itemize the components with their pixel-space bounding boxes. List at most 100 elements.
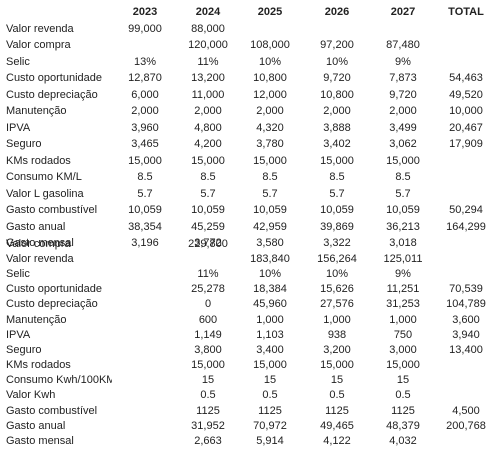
row-label: Consumo KM/L — [6, 171, 82, 184]
cell: 3,000 — [389, 343, 417, 356]
cell — [112, 236, 178, 251]
cell: 1125 — [258, 404, 282, 417]
cell — [178, 251, 238, 266]
cell: 0.5 — [200, 389, 216, 402]
cell: 125,011 — [383, 252, 423, 265]
cell: 3,200 — [323, 343, 351, 356]
cell: 2,000 — [389, 105, 417, 118]
cell: 8.5 — [200, 171, 216, 184]
cell: 156,264 — [317, 252, 357, 265]
car-table: 2023 2024 2025 2026 2027 TOTAL Valor revenda 9… — [2, 4, 498, 252]
cell: 9,720 — [389, 88, 417, 101]
cell: 10,800 — [253, 72, 287, 85]
cell: 8.5 — [262, 171, 278, 184]
cell: 3,018 — [389, 237, 417, 250]
cell: 18,384 — [253, 283, 287, 296]
cell: 1,149 — [194, 328, 222, 341]
cell: 10,059 — [128, 204, 162, 217]
table-row: Custo oportunidade 12,870 13,200 10,800 9,72… — [2, 70, 498, 87]
cell — [372, 21, 434, 38]
table-row: Valor revenda 183,840 156,264 125,011 — [2, 251, 498, 266]
cell: 10,059 — [253, 204, 287, 217]
table-row: Consumo Kwh/100KM 15 15 15 15 — [2, 373, 498, 388]
cell: 15,000 — [191, 359, 225, 372]
table-row: Selic 11% 10% 10% 9% — [2, 266, 498, 281]
cell: 48,379 — [386, 419, 420, 432]
cell: 11,000 — [191, 88, 225, 101]
cell: 50,294 — [449, 204, 483, 217]
cell: 9,720 — [323, 72, 351, 85]
table-row: Consumo KM/L 8.5 8.5 8.5 8.5 8.5 — [2, 169, 498, 186]
cell: 11,251 — [386, 283, 420, 296]
row-label: Seguro — [6, 138, 42, 151]
cell — [434, 373, 498, 388]
cell: 99,000 — [128, 22, 162, 35]
cell: 87,480 — [386, 39, 420, 52]
cell: 8.5 — [137, 171, 153, 184]
cell: 2,000 — [194, 105, 222, 118]
column-header: 2027 — [390, 6, 416, 19]
cell: 20,467 — [449, 121, 483, 134]
cell: 6,000 — [131, 88, 159, 101]
cell: 15,626 — [320, 283, 354, 296]
cell: 3,780 — [256, 138, 284, 151]
cell: 4,800 — [194, 121, 222, 134]
row-label: Gasto mensal — [6, 435, 74, 448]
cell: 3,062 — [389, 138, 417, 151]
cell — [112, 297, 178, 312]
row-label: Gasto combustível — [6, 404, 98, 417]
table-row: Valor revenda 99,000 88,000 — [2, 21, 498, 38]
table-row: Custo oportunidade 25,278 18,384 15,626 11,2… — [2, 282, 498, 297]
table-row: IPVA 3,960 4,800 4,320 3,888 3,499 20,467 — [2, 120, 498, 137]
cell: 12,000 — [253, 88, 287, 101]
cell: 31,253 — [386, 298, 420, 311]
cell: 13% — [133, 55, 157, 68]
cell: 42,959 — [253, 220, 287, 233]
cell: 3,772 — [194, 237, 222, 250]
row-label: Seguro — [6, 343, 42, 356]
cell: 15,000 — [253, 359, 287, 372]
row-label: Gasto anual — [6, 419, 66, 432]
cell: 1125 — [391, 404, 415, 417]
cell: 1,103 — [256, 328, 284, 341]
cell — [434, 358, 498, 373]
row-label: KMs rodados — [6, 154, 71, 167]
cell: 120,000 — [188, 39, 228, 52]
cell: 10,000 — [449, 105, 483, 118]
cell: 10% — [325, 55, 349, 68]
row-label: Custo depreciação — [6, 298, 98, 311]
cell: 10,059 — [191, 204, 225, 217]
cell: 3,940 — [452, 328, 480, 341]
column-header: 2025 — [257, 6, 283, 19]
table-row: Custo depreciação 6,000 11,000 12,000 10,800… — [2, 87, 498, 104]
row-label: Consumo Kwh/100KM — [6, 374, 112, 387]
cell: 1,000 — [389, 313, 417, 326]
row-label: Valor revenda — [6, 22, 74, 35]
cell: 10,800 — [320, 88, 354, 101]
cell: 600 — [198, 313, 218, 326]
header-row: 2023 2024 2025 2026 2027 TOTAL — [2, 4, 498, 21]
column-header: TOTAL — [448, 6, 484, 19]
cell: 8.5 — [329, 171, 345, 184]
cell — [112, 312, 178, 327]
cell: 3,499 — [389, 121, 417, 134]
table-row: Manutenção 600 1,000 1,000 1,000 3,600 — [2, 312, 498, 327]
cell: 7,873 — [389, 72, 417, 85]
cell — [434, 37, 498, 54]
cell: 4,032 — [389, 435, 417, 448]
cell: 15,000 — [320, 359, 354, 372]
table-row: Gasto combustível 1125 1125 1125 1125 4,500 — [2, 403, 498, 418]
cell — [112, 373, 178, 388]
cell — [112, 433, 178, 448]
cell: 15,000 — [191, 154, 225, 167]
cell: 5,914 — [256, 435, 284, 448]
cell: 10% — [325, 267, 349, 280]
cell — [434, 433, 498, 448]
cell: 15,000 — [320, 154, 354, 167]
cell: 12,870 — [128, 72, 162, 85]
cell: 45,259 — [191, 220, 225, 233]
table-row: Gasto anual 38,354 45,259 42,959 39,869 36,21… — [2, 219, 498, 236]
cell: 11% — [197, 267, 219, 280]
cell: 49,465 — [320, 419, 354, 432]
row-label: Custo depreciação — [6, 88, 98, 101]
